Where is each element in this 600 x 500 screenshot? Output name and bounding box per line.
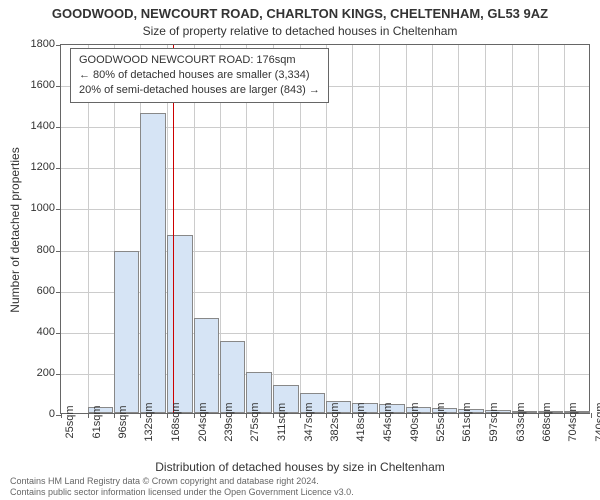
grid-line-v (352, 45, 353, 413)
xtick-label: 168sqm (170, 402, 182, 441)
xtick-mark (167, 413, 168, 418)
ytick-label: 600 (5, 285, 55, 297)
xtick-mark (564, 413, 565, 418)
xtick-label: 740sqm (594, 402, 600, 441)
ytick-label: 0 (5, 408, 55, 420)
xtick-label: 25sqm (64, 405, 76, 438)
xtick-label: 668sqm (541, 402, 553, 441)
histogram-bar (167, 235, 193, 413)
xtick-mark (352, 413, 353, 418)
grid-line-v (485, 45, 486, 413)
xtick-label: 239sqm (223, 402, 235, 441)
ytick-label: 800 (5, 244, 55, 256)
xtick-mark (300, 413, 301, 418)
ytick-mark (56, 86, 61, 87)
ytick-label: 1800 (5, 38, 55, 50)
grid-line-v (512, 45, 513, 413)
xtick-mark (61, 413, 62, 418)
ytick-label: 1600 (5, 79, 55, 91)
xtick-label: 525sqm (435, 402, 447, 441)
ytick-mark (56, 251, 61, 252)
xtick-mark (458, 413, 459, 418)
ytick-label: 1400 (5, 120, 55, 132)
xtick-mark (591, 413, 592, 418)
xtick-label: 132sqm (143, 402, 155, 441)
x-axis-label: Distribution of detached houses by size … (0, 460, 600, 474)
xtick-label: 561sqm (461, 402, 473, 441)
xtick-label: 704sqm (567, 402, 579, 441)
ytick-label: 1000 (5, 202, 55, 214)
xtick-label: 418sqm (355, 402, 367, 441)
xtick-mark (194, 413, 195, 418)
xtick-mark (326, 413, 327, 418)
xtick-label: 382sqm (329, 402, 341, 441)
annotation-line2: ← 80% of detached houses are smaller (3,… (79, 68, 320, 83)
xtick-label: 96sqm (117, 405, 129, 438)
footer-line2: Contains public sector information licen… (10, 487, 354, 498)
xtick-mark (88, 413, 89, 418)
chart-title-main: GOODWOOD, NEWCOURT ROAD, CHARLTON KINGS,… (0, 6, 600, 21)
annotation-line3: 20% of semi-detached houses are larger (… (79, 83, 320, 98)
ytick-mark (56, 168, 61, 169)
xtick-mark (512, 413, 513, 418)
ytick-mark (56, 333, 61, 334)
xtick-label: 347sqm (303, 402, 315, 441)
ytick-mark (56, 45, 61, 46)
xtick-label: 204sqm (197, 402, 209, 441)
ytick-mark (56, 209, 61, 210)
xtick-mark (485, 413, 486, 418)
xtick-mark (379, 413, 380, 418)
xtick-mark (538, 413, 539, 418)
ytick-mark (56, 292, 61, 293)
xtick-label: 633sqm (515, 402, 527, 441)
ytick-label: 200 (5, 367, 55, 379)
grid-line-v (379, 45, 380, 413)
xtick-label: 275sqm (249, 402, 261, 441)
grid-line-v (564, 45, 565, 413)
footer-line1: Contains HM Land Registry data © Crown c… (10, 476, 354, 487)
xtick-label: 454sqm (382, 402, 394, 441)
xtick-mark (406, 413, 407, 418)
grid-line-v (538, 45, 539, 413)
ytick-label: 400 (5, 326, 55, 338)
histogram-bar (194, 318, 220, 413)
xtick-mark (140, 413, 141, 418)
grid-line-v (406, 45, 407, 413)
ytick-mark (56, 127, 61, 128)
histogram-bar (140, 113, 166, 413)
xtick-mark (114, 413, 115, 418)
annotation-line1: GOODWOOD NEWCOURT ROAD: 176sqm (79, 53, 320, 68)
grid-line-v (432, 45, 433, 413)
chart-title-sub: Size of property relative to detached ho… (0, 24, 600, 38)
histogram-bar (114, 251, 140, 413)
grid-line-v (458, 45, 459, 413)
xtick-label: 61sqm (91, 405, 103, 438)
xtick-label: 490sqm (409, 402, 421, 441)
xtick-label: 311sqm (276, 403, 288, 441)
ytick-label: 1200 (5, 161, 55, 173)
xtick-mark (220, 413, 221, 418)
annotation-box: GOODWOOD NEWCOURT ROAD: 176sqm← 80% of d… (70, 48, 329, 103)
xtick-mark (246, 413, 247, 418)
xtick-label: 597sqm (488, 402, 500, 441)
footer-attribution: Contains HM Land Registry data © Crown c… (10, 476, 354, 498)
xtick-mark (273, 413, 274, 418)
xtick-mark (432, 413, 433, 418)
ytick-mark (56, 374, 61, 375)
